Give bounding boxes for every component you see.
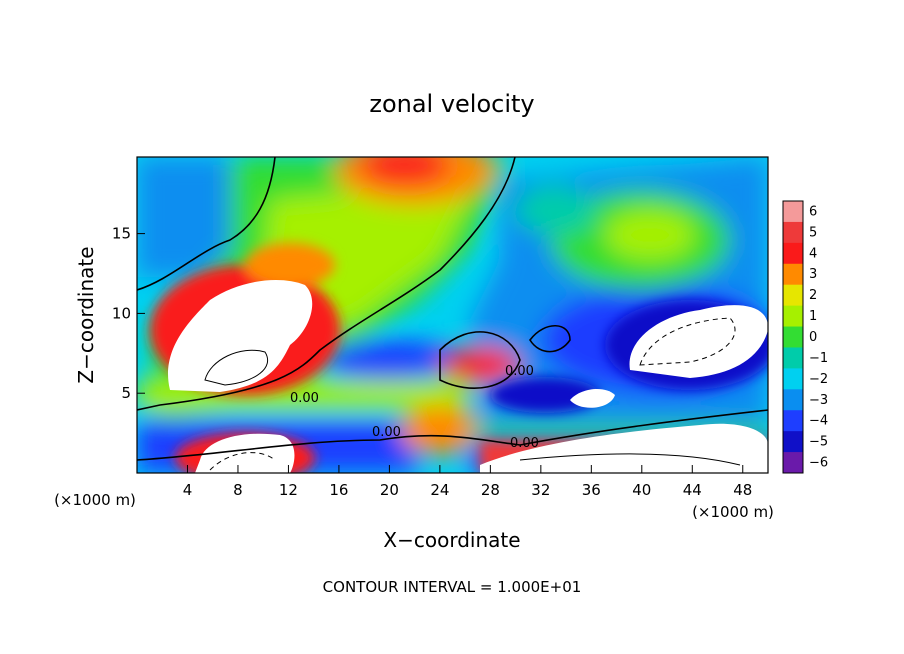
- colorbar-label: 4: [809, 246, 817, 261]
- colorbar-swatch: [783, 452, 803, 474]
- x-tick-label: 32: [531, 481, 550, 499]
- contour-label: 0.00: [290, 391, 319, 406]
- colorbar-swatch: [783, 242, 803, 265]
- heatmap-field: [137, 157, 768, 473]
- chart-title: zonal velocity: [369, 90, 534, 118]
- x-tick-label: 12: [279, 481, 298, 499]
- y-axis: 5 10 15: [112, 225, 145, 402]
- colorbar-swatch: [783, 347, 803, 369]
- contour-label: 0.00: [510, 436, 539, 451]
- x-tick-label: 44: [683, 481, 702, 499]
- colorbar-label: 3: [809, 267, 817, 282]
- colorbar-swatch: [783, 410, 803, 432]
- colorbar-swatch: [783, 201, 803, 223]
- colorbar-label: 5: [809, 225, 817, 240]
- colorbar-label: 6: [809, 204, 817, 219]
- colorbar-swatch: [783, 263, 803, 286]
- colorbar: 6 5 4 3 2 1 0 −1 −2 −3 −4 −5 −6: [782, 200, 828, 474]
- x-tick-label: 20: [380, 481, 399, 499]
- colorbar-swatch: [783, 368, 803, 390]
- x-axis-units: (×1000 m): [692, 503, 774, 521]
- contour-labels: 0.00 0.00 0.00 0.00: [290, 364, 539, 451]
- x-axis: 4 8 12 16 20 24 28 32 36 40 44 48: [183, 465, 752, 499]
- colorbar-swatch: [783, 284, 803, 307]
- x-tick-label: 28: [481, 481, 500, 499]
- x-tick-label: 48: [733, 481, 752, 499]
- x-tick-label: 8: [233, 481, 243, 499]
- colorbar-label: 2: [809, 288, 817, 303]
- y-tick-label: 5: [121, 384, 131, 402]
- y-axis-label: Z−coordinate: [74, 246, 98, 383]
- colorbar-swatch: [783, 431, 803, 453]
- colorbar-swatch: [783, 305, 803, 328]
- y-tick-label: 10: [112, 304, 131, 322]
- x-axis-label: X−coordinate: [383, 528, 520, 552]
- colorbar-label: −1: [809, 351, 828, 366]
- x-tick-label: 24: [430, 481, 449, 499]
- contour-label: 0.00: [372, 425, 401, 440]
- x-tick-label: 40: [632, 481, 651, 499]
- colorbar-swatch: [783, 389, 803, 411]
- colorbar-swatch: [783, 221, 803, 244]
- y-axis-units: (×1000 m): [54, 491, 136, 509]
- colorbar-label: 0: [809, 330, 817, 345]
- colorbar-label: −4: [809, 414, 828, 429]
- y-tick-label: 15: [112, 225, 131, 243]
- x-tick-label: 36: [582, 481, 601, 499]
- colorbar-label: −6: [809, 456, 828, 471]
- colorbar-label: 1: [809, 309, 817, 324]
- x-tick-label: 16: [329, 481, 348, 499]
- contour-label: 0.00: [505, 364, 534, 379]
- colorbar-label: −3: [809, 393, 828, 408]
- colorbar-label: −2: [809, 372, 828, 387]
- colorbar-label: −5: [809, 435, 828, 450]
- x-tick-label: 4: [183, 481, 193, 499]
- colorbar-frame: [782, 200, 804, 474]
- plot-frame: [136, 156, 769, 474]
- contour-interval-note: CONTOUR INTERVAL = 1.000E+01: [323, 578, 582, 596]
- colorbar-swatch: [783, 326, 803, 348]
